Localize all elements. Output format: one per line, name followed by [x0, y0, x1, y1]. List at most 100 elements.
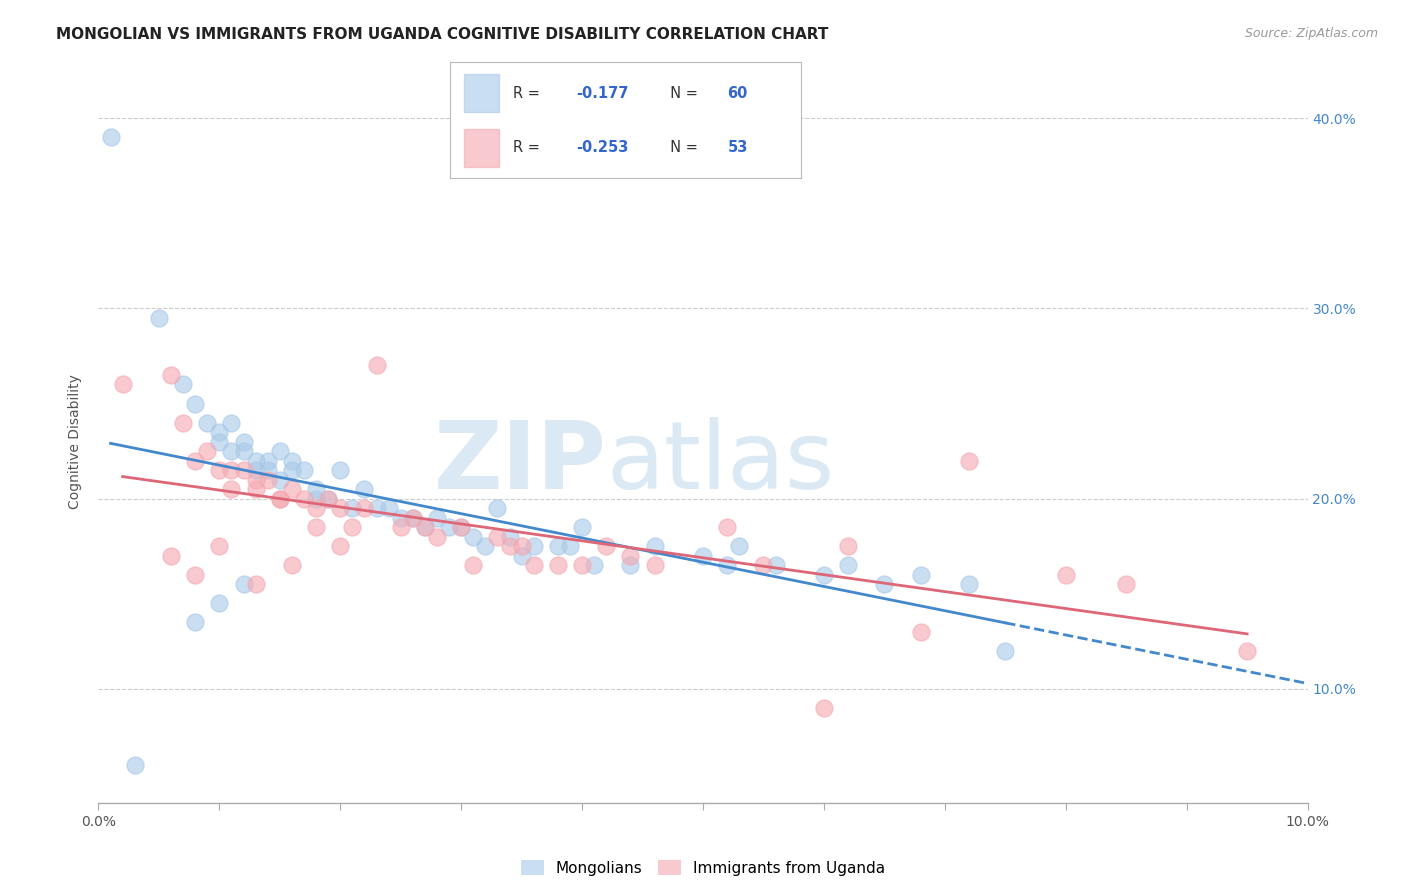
Point — [510, 549, 533, 563]
Point — [269, 491, 291, 506]
Point — [281, 558, 304, 573]
Text: Source: ZipAtlas.com: Source: ZipAtlas.com — [1244, 27, 1378, 40]
Point — [342, 520, 364, 534]
Point — [184, 567, 207, 582]
Point — [873, 577, 896, 591]
Point — [619, 558, 641, 573]
Point — [910, 567, 932, 582]
Point — [195, 444, 218, 458]
Text: -0.253: -0.253 — [576, 139, 628, 154]
Point — [595, 539, 617, 553]
Point — [957, 453, 980, 467]
Point — [148, 310, 170, 325]
Point — [389, 510, 412, 524]
Point — [292, 491, 315, 506]
Point — [474, 539, 496, 553]
Point — [221, 463, 243, 477]
Point — [342, 501, 364, 516]
Point — [523, 539, 546, 553]
Point — [486, 501, 509, 516]
Point — [619, 549, 641, 563]
Point — [269, 491, 291, 506]
Point — [172, 416, 194, 430]
Point — [366, 359, 388, 373]
Point — [329, 501, 352, 516]
Point — [305, 520, 328, 534]
Point — [208, 463, 231, 477]
Point — [765, 558, 787, 573]
Point — [547, 539, 569, 553]
Point — [256, 473, 278, 487]
Point — [208, 539, 231, 553]
Point — [498, 530, 520, 544]
Point — [281, 453, 304, 467]
FancyBboxPatch shape — [464, 128, 499, 167]
Point — [305, 501, 328, 516]
Point — [245, 453, 267, 467]
Point — [450, 520, 472, 534]
Point — [221, 482, 243, 496]
Point — [728, 539, 751, 553]
Point — [269, 473, 291, 487]
Point — [426, 510, 449, 524]
Point — [208, 434, 231, 449]
Point — [558, 539, 581, 553]
Point — [523, 558, 546, 573]
Point — [402, 510, 425, 524]
Text: ZIP: ZIP — [433, 417, 606, 509]
Point — [184, 615, 207, 630]
Point — [292, 463, 315, 477]
Text: MONGOLIAN VS IMMIGRANTS FROM UGANDA COGNITIVE DISABILITY CORRELATION CHART: MONGOLIAN VS IMMIGRANTS FROM UGANDA COGN… — [56, 27, 828, 42]
Point — [752, 558, 775, 573]
Text: -0.177: -0.177 — [576, 87, 628, 102]
Point — [256, 463, 278, 477]
Point — [716, 558, 738, 573]
Point — [510, 539, 533, 553]
Point — [160, 368, 183, 382]
Legend: Mongolians, Immigrants from Uganda: Mongolians, Immigrants from Uganda — [515, 854, 891, 882]
Point — [813, 700, 835, 714]
Point — [994, 643, 1017, 657]
Point — [353, 482, 375, 496]
Point — [245, 473, 267, 487]
Point — [281, 463, 304, 477]
Point — [256, 453, 278, 467]
Point — [124, 757, 146, 772]
Point — [316, 491, 339, 506]
Point — [583, 558, 606, 573]
Point — [305, 482, 328, 496]
Point — [100, 130, 122, 145]
Point — [692, 549, 714, 563]
Y-axis label: Cognitive Disability: Cognitive Disability — [69, 374, 83, 509]
Point — [172, 377, 194, 392]
Point — [160, 549, 183, 563]
Point — [498, 539, 520, 553]
Point — [232, 444, 254, 458]
Point — [221, 444, 243, 458]
Point — [837, 558, 859, 573]
Point — [1054, 567, 1077, 582]
Point — [450, 520, 472, 534]
Point — [463, 530, 485, 544]
Point — [644, 558, 666, 573]
Point — [463, 558, 485, 573]
Point — [957, 577, 980, 591]
Point — [184, 453, 207, 467]
Point — [426, 530, 449, 544]
Point — [644, 539, 666, 553]
Point — [221, 416, 243, 430]
Text: 53: 53 — [728, 139, 748, 154]
Point — [813, 567, 835, 582]
Point — [402, 510, 425, 524]
Point — [208, 596, 231, 610]
Point — [377, 501, 399, 516]
Point — [232, 577, 254, 591]
Point — [195, 416, 218, 430]
Point — [353, 501, 375, 516]
Point — [329, 539, 352, 553]
Point — [437, 520, 460, 534]
Point — [1236, 643, 1258, 657]
Point — [571, 520, 593, 534]
Point — [184, 396, 207, 410]
Point — [571, 558, 593, 573]
